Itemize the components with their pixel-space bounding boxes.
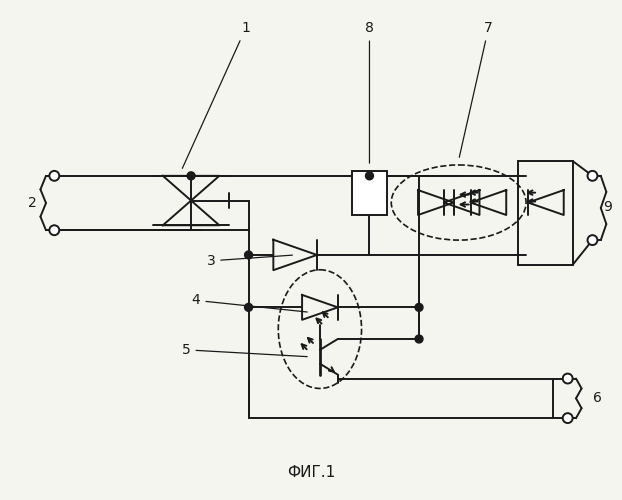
Circle shape xyxy=(244,304,253,312)
Circle shape xyxy=(588,171,597,181)
Text: 2: 2 xyxy=(28,196,37,209)
Circle shape xyxy=(244,251,253,259)
Text: 3: 3 xyxy=(207,254,292,268)
Circle shape xyxy=(187,172,195,180)
Text: 6: 6 xyxy=(593,392,602,406)
Text: ФИГ.1: ФИГ.1 xyxy=(287,465,335,480)
Text: 1: 1 xyxy=(182,22,250,169)
Text: 8: 8 xyxy=(365,22,374,163)
Circle shape xyxy=(563,413,573,423)
Circle shape xyxy=(366,172,373,180)
Text: 5: 5 xyxy=(182,343,307,357)
Circle shape xyxy=(415,304,423,312)
Text: 4: 4 xyxy=(192,294,307,312)
Circle shape xyxy=(49,171,59,181)
Text: 7: 7 xyxy=(459,22,493,158)
Bar xyxy=(351,171,388,216)
Circle shape xyxy=(588,235,597,245)
Circle shape xyxy=(415,335,423,343)
Circle shape xyxy=(563,374,573,384)
Circle shape xyxy=(49,226,59,235)
Text: 9: 9 xyxy=(603,200,612,214)
